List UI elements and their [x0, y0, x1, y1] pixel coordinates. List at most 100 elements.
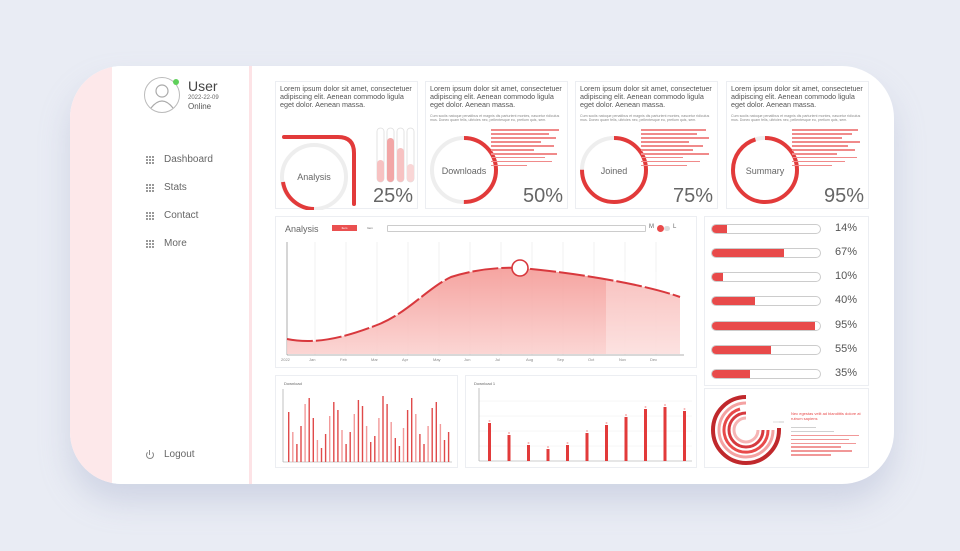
kpi-subtext: Cum sociis natoque penatibus et magnis d… [430, 114, 560, 123]
bar-cap [527, 442, 530, 444]
progress-row: 40% [711, 294, 861, 307]
bar-mark [507, 435, 511, 461]
progress-fill [712, 370, 750, 378]
progress-label: 10% [835, 270, 858, 282]
range-bar[interactable] [387, 225, 646, 232]
kpi-card-analysis[interactable]: Lorem ipsum dolor sit amet, consectetuer… [275, 81, 418, 210]
x-tick-label: Oct [588, 357, 595, 362]
bar-mark [353, 414, 355, 462]
nav-item-stats[interactable]: Stats [146, 182, 187, 193]
kpi-description: Lorem ipsum dolor sit amet, consectetuer… [580, 84, 712, 109]
bar-mark [406, 410, 409, 462]
kpi-label: Analysis [297, 172, 331, 182]
bar-mark [663, 407, 667, 461]
bar-mark [386, 404, 388, 462]
bar-mark [566, 445, 569, 461]
bar-mark [304, 404, 306, 462]
kpi-card-joined[interactable]: Lorem ipsum dolor sit amet, consectetuer… [575, 81, 718, 209]
kpi-card-downloads[interactable]: Lorem ipsum dolor sit amet, consectetuer… [425, 81, 568, 209]
bar-cap [644, 406, 647, 408]
bar-cap [605, 422, 608, 424]
toggle-track[interactable] [664, 226, 670, 231]
grid-icon [146, 239, 154, 248]
bar-mark [431, 408, 433, 462]
mini-chart-download-1: Download 1 [465, 375, 697, 468]
radial-note-card: Nec egestas velit ad blandittis dolore a… [704, 388, 869, 468]
radial-chart [711, 395, 784, 465]
bar-mark [624, 417, 628, 461]
progress-track [711, 272, 821, 282]
note-text-lines [791, 427, 863, 458]
toggle-label-l: L [673, 224, 677, 230]
progress-fill [712, 225, 728, 233]
bar-mark [488, 423, 491, 461]
bar-mark [324, 434, 327, 462]
x-tick-label: Jan [309, 357, 316, 362]
kpi-gauge [280, 127, 415, 210]
toggle-knob[interactable] [657, 225, 664, 232]
kpi-description: Lorem ipsum dolor sit amet, consectetuer… [430, 84, 562, 109]
nav-item-label: Stats [164, 182, 187, 193]
x-tick-label: Nov [619, 357, 627, 362]
bar-cap [625, 414, 627, 416]
legend-pill-active[interactable]: Item [332, 225, 357, 231]
bar-mark [419, 434, 421, 462]
x-tick-label: Jun [464, 357, 471, 362]
text-lines [641, 129, 713, 169]
bar-mark [288, 412, 290, 462]
nav-item-contact[interactable]: Contact [146, 210, 198, 221]
mini-chart-download: Download [275, 375, 458, 468]
kpi-percent: 25% [372, 185, 413, 207]
bar-cap [508, 432, 510, 434]
mini-bar-chart [478, 388, 692, 462]
progress-track [711, 248, 821, 258]
progress-row: 14% [711, 222, 861, 235]
bar-mark [345, 444, 347, 462]
kpi-percent: 95% [823, 185, 864, 207]
kpi-label: Downloads [441, 166, 487, 176]
bar-mark [316, 440, 319, 462]
kpi-description: Lorem ipsum dolor sit amet, consectetuer… [280, 84, 412, 109]
kpi-description: Lorem ipsum dolor sit amet, consectetuer… [731, 84, 863, 109]
nav-item-more[interactable]: More [146, 238, 187, 249]
nav-item-dashboard[interactable]: Dashboard [146, 154, 213, 165]
bar-mark [308, 398, 310, 462]
kpi-subtext: Cum sociis natoque penatibus et magnis d… [580, 114, 710, 123]
bar-mark [374, 436, 376, 462]
mini-bar-chart [282, 389, 452, 463]
grid-icon [146, 183, 154, 192]
bar-mark [337, 410, 339, 462]
kpi-donut [580, 136, 648, 204]
progress-track [711, 296, 821, 306]
sidebar: User 2022-22-09 Online Dashboard Stats C… [112, 66, 252, 484]
progress-label: 95% [835, 319, 858, 331]
kpi-percent: 50% [522, 185, 563, 207]
bar-mark [312, 418, 314, 462]
text-lines [792, 129, 864, 169]
x-tick-label: Feb [340, 357, 347, 362]
x-tick-label: Dec [650, 357, 658, 362]
logout-button[interactable]: Logout [146, 449, 195, 460]
text-lines [491, 129, 563, 169]
kpi-label: Summary [745, 166, 785, 176]
power-icon [146, 449, 154, 459]
logout-label: Logout [164, 449, 195, 460]
progress-fill [712, 346, 772, 354]
legend-pill[interactable]: Item [367, 226, 373, 230]
progress-label: 55% [835, 343, 858, 355]
kpi-card-summary[interactable]: Lorem ipsum dolor sit amet, consectetuer… [726, 81, 869, 209]
bar-cap [683, 408, 686, 410]
bar-cap [488, 420, 491, 422]
progress-row: 95% [711, 319, 861, 332]
bar-cap [566, 442, 569, 444]
avatar[interactable] [144, 77, 180, 113]
x-tick-label: Apr [402, 357, 409, 362]
bar-mark [357, 400, 360, 462]
nav-item-label: Contact [164, 210, 199, 221]
x-tick-label: Jul [495, 357, 501, 362]
progress-label: 35% [835, 367, 858, 379]
progress-track [711, 345, 821, 355]
bar-cap [664, 404, 666, 406]
progress-track [711, 321, 821, 331]
toggle-label-m: M [649, 224, 654, 230]
